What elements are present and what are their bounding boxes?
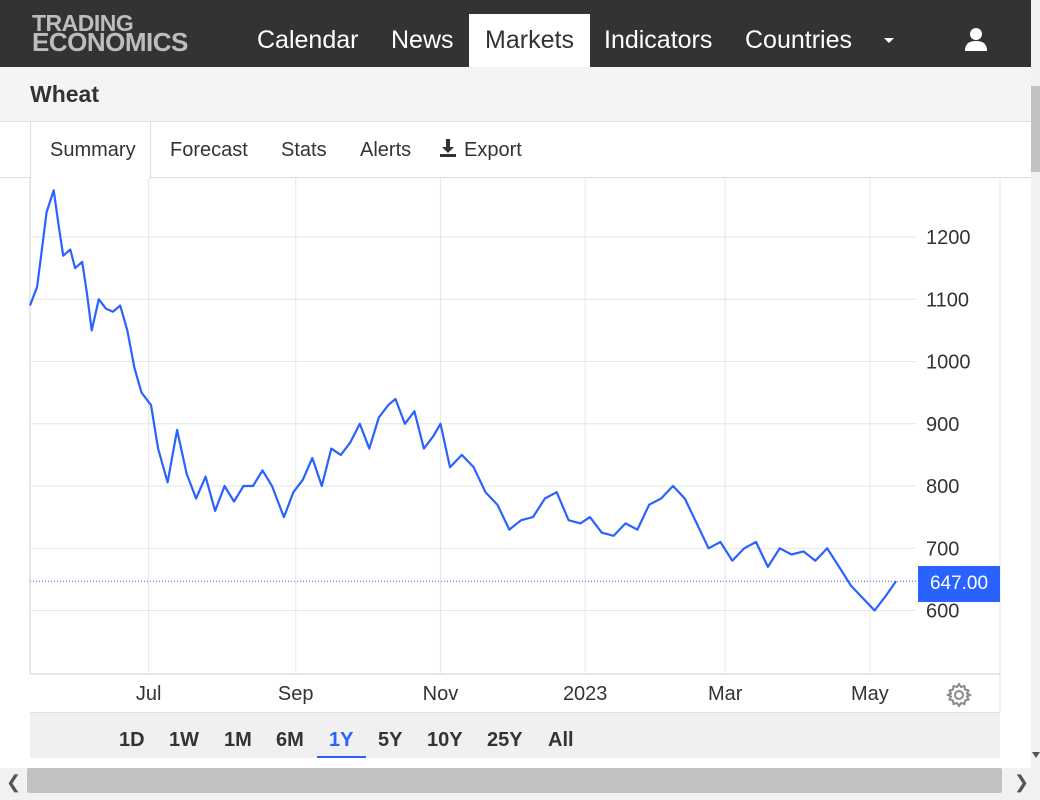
nav-markets[interactable]: Markets xyxy=(469,14,590,67)
vertical-scrollbar-track[interactable] xyxy=(1031,0,1040,768)
tab-alerts[interactable]: Alerts xyxy=(360,139,412,161)
tab-bar: Summary Forecast Stats Alerts Export xyxy=(0,122,1031,179)
y-tick-label: 600 xyxy=(926,601,959,623)
nav-calendar[interactable]: Calendar xyxy=(257,26,359,54)
title-bar: Wheat xyxy=(0,67,1031,122)
export-label: Export xyxy=(464,139,522,161)
range-25y-button[interactable]: 25Y xyxy=(487,729,523,751)
logo-line-2: ECONOMICS xyxy=(32,27,188,57)
scroll-left-arrow-icon[interactable]: ❮ xyxy=(6,772,22,792)
x-tick-label: Jul xyxy=(136,683,162,705)
nav-more-caret-icon[interactable] xyxy=(884,38,894,43)
range-all-button[interactable]: All xyxy=(548,729,574,751)
y-tick-label: 1100 xyxy=(926,289,969,311)
tab-stats[interactable]: Stats xyxy=(281,139,327,161)
range-6m-button[interactable]: 6M xyxy=(276,729,304,751)
scroll-down-arrow-icon[interactable] xyxy=(1032,752,1040,758)
y-tick-label: 800 xyxy=(926,476,959,498)
top-nav-bar: TRADING ECONOMICS Calendar News Markets … xyxy=(0,0,1031,67)
x-tick-label: 2023 xyxy=(563,683,608,705)
x-tick-label: May xyxy=(851,683,889,705)
horizontal-scrollbar-thumb[interactable] xyxy=(27,768,1002,793)
y-tick-label: 900 xyxy=(926,414,959,436)
active-range-underline xyxy=(317,756,366,758)
range-1y-button[interactable]: 1Y xyxy=(329,729,354,751)
tab-summary[interactable]: Summary xyxy=(30,122,151,179)
range-5y-button[interactable]: 5Y xyxy=(378,729,403,751)
wheat-price-series-line xyxy=(28,189,897,612)
range-1m-button[interactable]: 1M xyxy=(224,729,252,751)
tab-forecast[interactable]: Forecast xyxy=(170,139,248,161)
download-icon xyxy=(440,139,456,157)
range-1d-button[interactable]: 1D xyxy=(119,729,145,751)
x-tick-label: Mar xyxy=(708,683,743,705)
page-title: Wheat xyxy=(30,81,99,107)
y-tick-label: 1000 xyxy=(926,352,971,374)
range-10y-button[interactable]: 10Y xyxy=(427,729,463,751)
nav-news[interactable]: News xyxy=(391,26,454,54)
tab-export[interactable]: Export xyxy=(438,122,522,178)
price-chart[interactable]: 600 700 800 900 1000 1100 1200 Jul Sep Nov 2023 Mar… xyxy=(0,178,1031,768)
gear-icon[interactable] xyxy=(946,682,972,708)
y-tick-label: 700 xyxy=(926,538,959,560)
price-chart-svg[interactable]: 600 700 800 900 1000 1100 1200 Jul Sep Nov 2023 Mar… xyxy=(0,178,1031,712)
nav-countries[interactable]: Countries xyxy=(745,26,852,54)
scroll-right-arrow-icon[interactable]: ❯ xyxy=(1014,772,1030,792)
range-selector: 1D 1W 1M 6M 1Y 5Y 10Y 25Y All xyxy=(30,712,1000,758)
range-1w-button[interactable]: 1W xyxy=(169,729,199,751)
logo-line-1: TRADING xyxy=(32,10,134,36)
y-tick-label: 1200 xyxy=(926,227,971,249)
trading-economics-logo[interactable]: TRADING ECONOMICS xyxy=(32,10,188,57)
vertical-scrollbar-thumb[interactable] xyxy=(1031,86,1040,172)
x-tick-label: Sep xyxy=(278,683,314,705)
x-tick-label: Nov xyxy=(423,683,459,705)
last-price-label: 647.00 xyxy=(918,566,1000,602)
nav-indicators[interactable]: Indicators xyxy=(604,26,713,54)
user-icon[interactable] xyxy=(963,26,989,52)
